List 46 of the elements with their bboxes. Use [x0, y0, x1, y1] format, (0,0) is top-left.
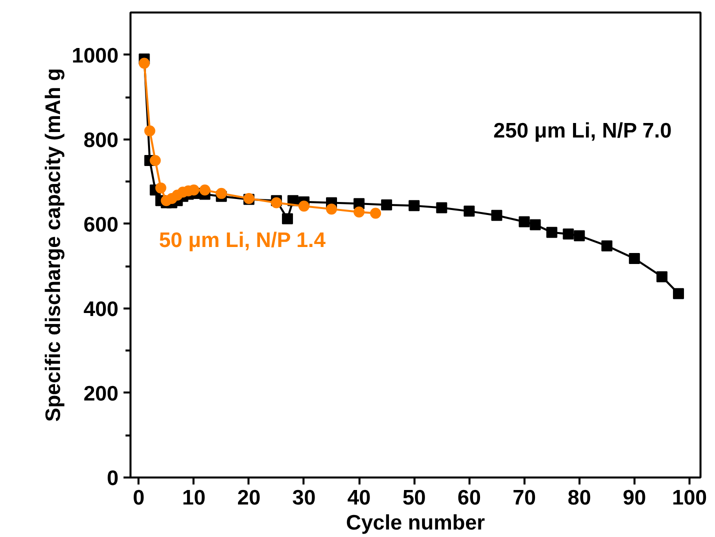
x-tick-label: 80 — [568, 486, 592, 510]
point — [370, 208, 382, 219]
point — [216, 188, 227, 199]
x-tick-label: 20 — [237, 486, 261, 510]
x-tick-label: 60 — [458, 486, 481, 510]
point — [381, 199, 392, 210]
point — [574, 230, 585, 242]
y-tick-label: 0 — [106, 467, 119, 490]
point — [150, 154, 161, 166]
point — [436, 202, 448, 214]
x-tick-label: 70 — [512, 486, 536, 510]
point — [155, 182, 166, 194]
y-tick-label: 400 — [83, 298, 119, 321]
point — [408, 200, 420, 212]
y-tick-label: 800 — [83, 128, 119, 152]
y-tick-label: 1000 — [72, 44, 118, 68]
x-tick-label: 100 — [672, 486, 708, 510]
point — [672, 288, 684, 300]
point — [144, 125, 156, 136]
point — [354, 206, 365, 218]
point — [491, 210, 502, 221]
point — [530, 219, 541, 230]
x-tick-label: 30 — [292, 486, 316, 510]
point — [656, 271, 668, 282]
point — [199, 184, 210, 196]
point — [628, 253, 640, 264]
x-tick-label: 10 — [182, 486, 206, 510]
point — [464, 206, 475, 217]
x-tick-label: 0 — [132, 486, 145, 510]
point — [546, 226, 558, 238]
point — [138, 58, 150, 69]
point — [326, 204, 338, 215]
point — [601, 240, 612, 252]
point — [518, 216, 530, 228]
x-tick-label: 50 — [402, 486, 426, 510]
x-tick-label: 90 — [622, 486, 646, 510]
text: 250 μm Li, N/P 7.0 — [493, 120, 672, 143]
y-tick-label: 600 — [83, 213, 119, 236]
x-axis-title: Cycle number — [346, 512, 485, 534]
series-label: 50 μm Li, N/P 1.4 — [159, 228, 326, 252]
point — [282, 213, 293, 224]
x-tick-label: 40 — [347, 486, 371, 510]
point — [298, 200, 310, 212]
point — [562, 228, 574, 240]
y-axis-title: Specific discharge capacity (mAh g — [42, 68, 65, 422]
y-tick-label: 200 — [83, 382, 119, 406]
